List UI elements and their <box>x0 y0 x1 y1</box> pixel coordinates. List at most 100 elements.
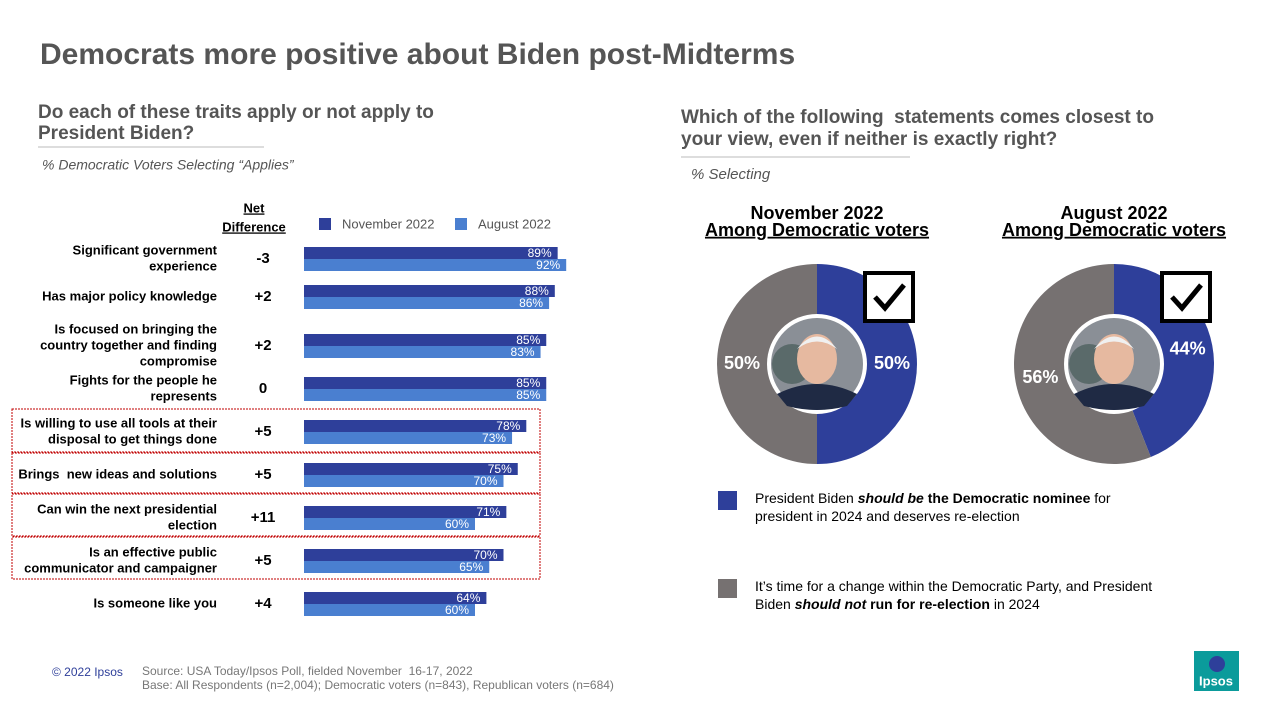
slide-title: Democrats more positive about Biden post… <box>40 38 795 71</box>
donut-title: November 2022 <box>750 203 883 223</box>
value-label: 65% <box>459 560 483 574</box>
bar <box>304 420 527 432</box>
right-question: Which of the following statements comes … <box>681 107 1154 128</box>
legend-text-part: It’s time for a change within the Democr… <box>755 578 1152 594</box>
logo-dot <box>1209 656 1225 672</box>
check-mark <box>873 283 906 312</box>
check-box <box>1160 271 1212 323</box>
net-diff-value: +2 <box>254 337 271 354</box>
category-label: Fights for the people he <box>70 372 217 387</box>
legend-label: August 2022 <box>478 216 551 231</box>
bar <box>304 334 547 346</box>
donut-value-label: 50% <box>724 353 760 373</box>
legend-text: president in 2024 and deserves re-electi… <box>755 508 1020 524</box>
value-label: 60% <box>445 517 469 531</box>
bar <box>304 549 504 561</box>
category-label: election <box>168 517 217 532</box>
donut-title: August 2022 <box>1060 203 1167 223</box>
value-label: 89% <box>528 246 552 260</box>
legend-text-part: President Biden <box>755 490 858 506</box>
value-label: 85% <box>516 333 540 347</box>
bar <box>304 389 547 401</box>
bar <box>304 285 555 297</box>
value-label: 70% <box>473 548 497 562</box>
net-diff-value: +5 <box>254 552 271 569</box>
net-diff-value: +5 <box>254 423 271 440</box>
category-label: represents <box>151 388 217 403</box>
category-label: communicator and campaigner <box>24 560 217 575</box>
highlight-box <box>11 536 541 580</box>
category-label: Brings new ideas and solutions <box>18 466 217 481</box>
category-label: Significant government <box>73 242 218 257</box>
legend-text-part: Biden <box>755 596 795 612</box>
bar <box>304 561 490 573</box>
category-label: Is willing to use all tools at their <box>21 415 217 430</box>
legend-text: Biden should not run for re-election in … <box>755 596 1040 612</box>
value-label: 86% <box>519 296 543 310</box>
source: Source: USA Today/Ipsos Poll, fielded No… <box>142 664 473 678</box>
bar <box>304 297 550 309</box>
net-diff-value: 0 <box>259 380 267 397</box>
legend-swatch <box>455 218 467 230</box>
bar <box>304 463 518 475</box>
category-label: Is an effective public <box>89 544 217 559</box>
legend-text: It’s time for a change within the Democr… <box>755 578 1152 594</box>
check-mark <box>1170 283 1203 312</box>
logo-text: Ipsos <box>1199 673 1233 688</box>
category-label: Can win the next presidential <box>37 501 217 516</box>
photo-hair <box>797 336 837 349</box>
legend-swatch <box>718 579 737 598</box>
value-label: 85% <box>516 376 540 390</box>
legend-swatch <box>718 491 737 510</box>
value-label: 60% <box>445 603 469 617</box>
legend-text-part: in 2024 <box>990 596 1040 612</box>
bar <box>304 247 558 259</box>
value-label: 88% <box>525 284 549 298</box>
bar <box>304 346 541 358</box>
bar <box>304 475 504 487</box>
value-label: 70% <box>473 474 497 488</box>
value-label: 71% <box>476 505 500 519</box>
highlight-boxes <box>11 408 541 580</box>
value-label: 78% <box>496 419 520 433</box>
highlight-box <box>11 493 541 537</box>
right-subtitle: % Selecting <box>691 166 771 183</box>
donut-subtitle: Among Democratic voters <box>705 220 929 240</box>
value-label: 85% <box>516 388 540 402</box>
legend-text-part: should not <box>795 596 868 612</box>
donut-subtitle: Among Democratic voters <box>1002 220 1226 240</box>
bar <box>304 518 475 530</box>
category-label: Is focused on bringing the <box>55 321 218 336</box>
legend-text-part: should be <box>858 490 924 506</box>
value-label: 64% <box>456 591 480 605</box>
value-label: 83% <box>511 345 535 359</box>
legend-text-part: the Democratic nominee <box>924 490 1091 506</box>
legend-text-part: run for re-election <box>866 596 990 612</box>
category-label: country together and finding <box>40 337 217 352</box>
photo-face <box>797 334 837 384</box>
net-diff-header: Net <box>244 200 266 215</box>
net-diff-value: +2 <box>254 288 271 305</box>
category-label: disposal to get things done <box>48 431 217 446</box>
legend-text-part: president in 2024 and deserves re-electi… <box>755 508 1020 524</box>
photo-face <box>1094 334 1134 384</box>
net-diff-value: +11 <box>251 509 276 526</box>
copyright: © 2022 Ipsos <box>52 665 123 679</box>
net-diff-value: +4 <box>254 595 272 612</box>
donut-value-label: 44% <box>1170 339 1206 359</box>
photo-suit <box>777 384 857 410</box>
bar <box>304 377 547 389</box>
photo-hair <box>1094 336 1134 349</box>
category-label: experience <box>149 258 217 273</box>
value-label: 92% <box>536 258 560 272</box>
net-diff-header: Difference <box>222 219 286 234</box>
donut-value-label: 50% <box>874 353 910 373</box>
donut-value-label: 56% <box>1022 367 1058 387</box>
left-question: Do each of these traits apply or not app… <box>38 102 434 123</box>
legend-label: November 2022 <box>342 216 435 231</box>
legend-text: President Biden should be the Democratic… <box>755 490 1111 506</box>
category-label: Is someone like you <box>93 595 217 610</box>
net-diff-value: +5 <box>254 466 271 483</box>
